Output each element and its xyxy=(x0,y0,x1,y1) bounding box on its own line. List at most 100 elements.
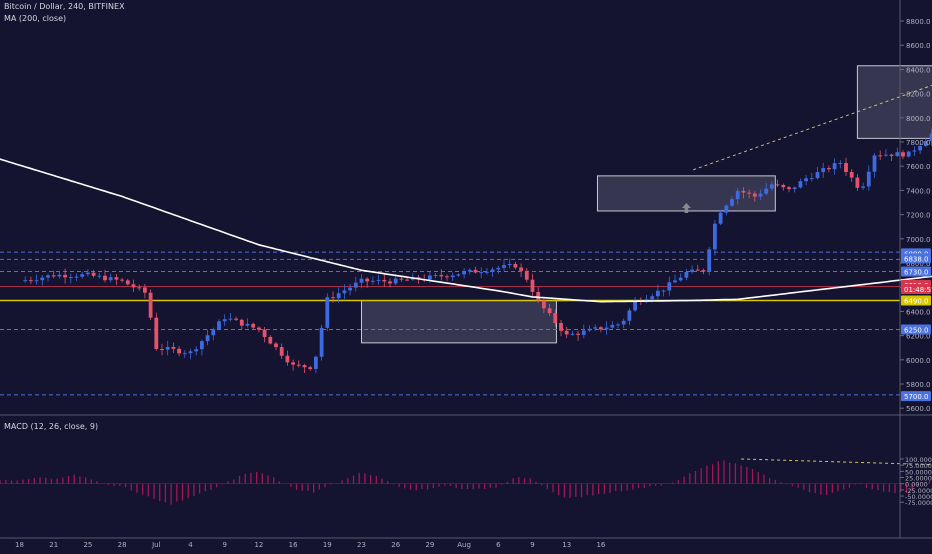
price-candle xyxy=(234,316,238,321)
candle-body xyxy=(547,308,552,314)
candle-body xyxy=(758,193,763,197)
candle-body xyxy=(148,292,153,318)
candle-body xyxy=(661,290,666,292)
price-candle xyxy=(621,318,626,329)
candle-body xyxy=(718,212,723,224)
price-candle xyxy=(758,189,763,200)
price-tick-label: 6000.0 xyxy=(906,357,931,365)
candle-body xyxy=(308,367,313,369)
price-candle xyxy=(467,268,472,275)
candle-body xyxy=(884,154,888,156)
price-label-box xyxy=(901,324,931,335)
price-candle xyxy=(23,276,28,283)
price-candle xyxy=(74,273,79,281)
candle-body xyxy=(63,274,67,278)
price-candle xyxy=(496,265,501,274)
price-candle xyxy=(40,275,45,286)
price-candle xyxy=(718,209,723,226)
price-candle xyxy=(131,279,136,292)
candle-body xyxy=(188,351,193,354)
time-tick-label: 12 xyxy=(254,541,263,549)
price-candle xyxy=(376,274,381,285)
time-tick-label: 9 xyxy=(530,541,534,549)
price-candle xyxy=(804,174,808,186)
price-candle xyxy=(279,343,284,359)
candle-body xyxy=(906,151,911,157)
price-label-box xyxy=(901,391,931,402)
price-candle xyxy=(97,272,102,279)
price-candle xyxy=(57,271,62,279)
arrow-up-icon xyxy=(681,202,691,213)
price-label-box xyxy=(901,295,931,306)
price-candle xyxy=(849,169,854,182)
price-candle xyxy=(456,273,461,277)
price-candle xyxy=(336,287,341,303)
price-tick-label: 8600.0 xyxy=(906,42,931,50)
candle-body xyxy=(274,343,278,348)
time-tick-label: 6 xyxy=(496,541,501,549)
candle-body xyxy=(616,324,620,326)
macd-tick-label: -75.0000 xyxy=(905,499,932,507)
candle-body xyxy=(570,333,575,335)
price-candle xyxy=(906,150,911,158)
candle-body xyxy=(479,272,484,274)
candle-body xyxy=(319,327,324,357)
consolidation-box xyxy=(856,65,932,139)
candle-body xyxy=(781,184,786,188)
candle-body xyxy=(325,297,330,328)
price-candle xyxy=(838,159,843,169)
price-candle xyxy=(108,273,113,283)
time-tick-label: 18 xyxy=(15,541,24,549)
moving-average-line xyxy=(0,158,932,303)
time-tick-label: 16 xyxy=(289,541,298,549)
candle-body xyxy=(923,141,928,146)
candle-body xyxy=(239,319,244,326)
price-candle xyxy=(878,150,883,160)
price-candle xyxy=(485,267,489,275)
candle-body xyxy=(929,133,932,142)
candle-body xyxy=(821,168,826,173)
price-candle xyxy=(51,270,56,279)
candle-body xyxy=(815,172,820,179)
price-candle xyxy=(599,326,603,333)
candle-body xyxy=(194,349,199,352)
price-candle xyxy=(752,191,757,202)
candle-body xyxy=(467,269,472,272)
time-tick-label: 13 xyxy=(562,541,571,549)
price-candle xyxy=(884,149,888,157)
price-candle xyxy=(80,271,85,279)
time-tick-label: 29 xyxy=(425,541,434,549)
price-candle xyxy=(855,174,860,191)
price-candle xyxy=(399,276,404,282)
price-candle xyxy=(604,321,609,335)
price-candle xyxy=(547,303,552,316)
candle-body xyxy=(359,278,364,283)
candle-body xyxy=(724,205,729,213)
price-candle xyxy=(656,284,660,302)
macd-tick-label: 75.0000 xyxy=(905,462,932,470)
candle-body xyxy=(331,297,335,299)
price-candle xyxy=(866,165,871,191)
candle-body xyxy=(257,327,261,330)
price-candle xyxy=(724,203,729,216)
time-tick-label: 25 xyxy=(83,541,92,549)
candle-body xyxy=(222,319,227,322)
price-candle xyxy=(348,283,352,296)
price-tick-label: 6800.0 xyxy=(906,260,931,268)
price-candle xyxy=(262,327,267,343)
price-tick-label: 7400.0 xyxy=(906,187,931,195)
candle-body xyxy=(23,280,28,282)
candle-body xyxy=(542,300,546,309)
price-candle xyxy=(91,269,96,278)
macd-tick-label: 25.0000 xyxy=(905,475,932,483)
candle-body xyxy=(656,290,660,297)
candle-body xyxy=(804,178,808,182)
macd-divergence-line xyxy=(741,458,932,466)
price-candle xyxy=(912,146,917,156)
candle-body xyxy=(901,152,905,157)
candle-body xyxy=(604,327,609,330)
candle-body xyxy=(160,349,164,351)
price-candle xyxy=(832,158,837,175)
